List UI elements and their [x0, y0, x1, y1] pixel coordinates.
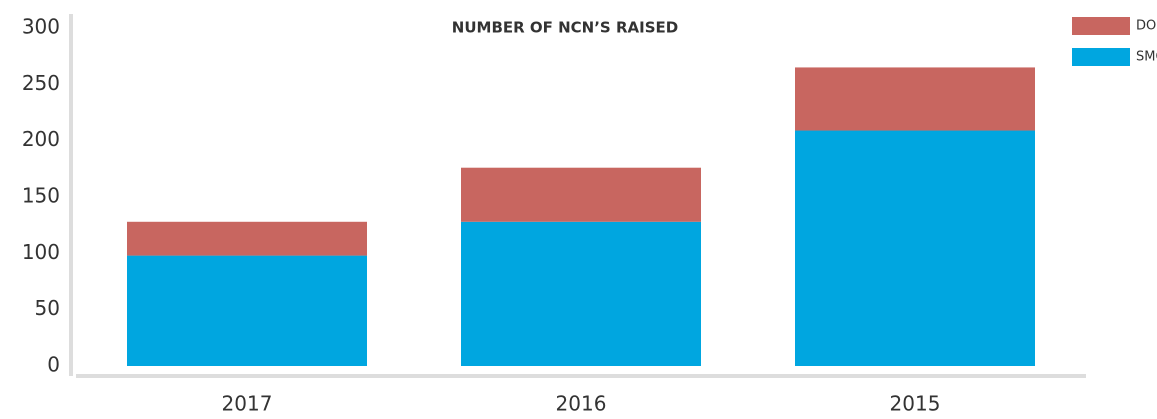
- y-tick-label: 50: [35, 296, 60, 320]
- y-tick-label: 250: [22, 71, 60, 95]
- y-tick-label: 300: [22, 15, 60, 39]
- bar-segment: [795, 130, 1035, 366]
- bar-segment: [127, 221, 367, 256]
- bar-segment: [461, 221, 701, 366]
- x-tick-label: 2016: [556, 392, 607, 416]
- legend-label: SMC: [1136, 50, 1157, 65]
- y-tick-label: 100: [22, 240, 60, 264]
- legend-swatch: [1072, 17, 1130, 35]
- chart-title: NUMBER OF NCN’S RAISED: [452, 19, 678, 37]
- bar-segment: [461, 167, 701, 222]
- bar-segment: [795, 67, 1035, 131]
- bar-segment: [127, 255, 367, 366]
- x-tick-label: 2017: [222, 392, 273, 416]
- y-tick-label: 200: [22, 127, 60, 151]
- y-tick-label: 150: [22, 184, 60, 208]
- y-tick-label: 0: [47, 353, 60, 377]
- legend-swatch: [1072, 48, 1130, 66]
- legend-label: DOC: [1136, 19, 1157, 34]
- x-tick-label: 2015: [890, 392, 941, 416]
